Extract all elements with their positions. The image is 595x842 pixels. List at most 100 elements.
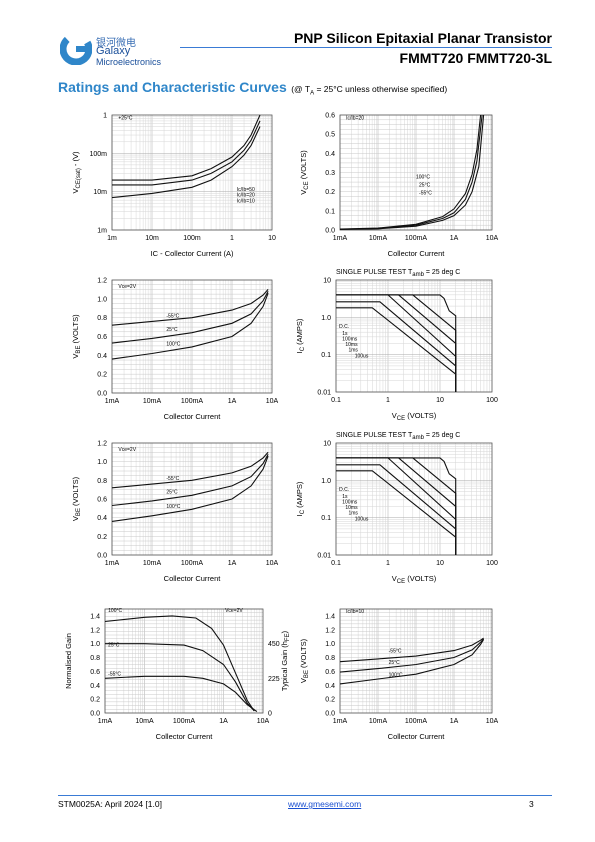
y2-tick-label: 450 — [268, 641, 280, 648]
x-tick-label: 1mA — [105, 560, 120, 567]
y-tick-label: 0.2 — [90, 697, 100, 704]
y-tick-label: 0.6 — [325, 113, 335, 120]
y-tick-label: 0.1 — [321, 352, 331, 359]
chart-annotation: 100ms — [342, 499, 358, 505]
x-tick-label: 100m — [183, 235, 201, 242]
chart-annotation: D.C. — [339, 487, 349, 493]
y-tick-label: 10 — [323, 441, 331, 448]
y-tick-label: 0.8 — [97, 478, 107, 485]
x-tick-label: 100mA — [181, 560, 204, 567]
x-tick-label: 1A — [450, 718, 459, 725]
y-tick-label: 1.0 — [97, 296, 107, 303]
y-axis-label: IC (AMPS) — [295, 481, 306, 516]
series-line — [111, 126, 261, 199]
y-tick-label: 1.2 — [97, 441, 107, 448]
series-line — [339, 114, 482, 230]
x-tick-label: 100mA — [181, 398, 204, 405]
y-tick-label: 1.0 — [321, 315, 331, 322]
chart-annotation: 100ms — [342, 336, 358, 342]
series-line — [104, 675, 258, 713]
chart-annotation: 25°C — [108, 642, 120, 648]
series-line — [336, 294, 457, 392]
series-line — [111, 453, 269, 507]
y-tick-label: 0.4 — [97, 353, 107, 360]
x-axis-label: Collector Current — [164, 412, 222, 421]
chart-annotation: -55°C — [166, 313, 179, 319]
brand-subname: Microelectronics — [96, 57, 162, 67]
y-tick-label: 1.4 — [90, 613, 100, 620]
y-axis-label: VBE (VOLTS) — [71, 476, 82, 521]
x-axis-label: Collector Current — [388, 732, 446, 741]
section-title: Ratings and Characteristic Curves — [58, 79, 287, 95]
y-axis-label: VCE (VOLTS) — [299, 150, 310, 195]
grid-lines — [339, 608, 492, 714]
chart-annotation: Ic/Ib=20 — [237, 193, 255, 199]
galaxy-g-logo-icon — [60, 33, 92, 65]
y-tick-label: 0.2 — [97, 372, 107, 379]
chart-annotation: 1ms — [348, 348, 358, 354]
series-line — [104, 615, 255, 712]
grid-lines — [335, 443, 492, 556]
chart-annotation: 100°C — [166, 342, 180, 348]
x-axis-label: Collector Current — [388, 249, 446, 258]
y-tick-label: 0.8 — [90, 655, 100, 662]
y-tick-label: 0.8 — [97, 315, 107, 322]
chart-annotation: D.C. — [339, 324, 349, 330]
chart-annotation: 25°C — [166, 489, 178, 495]
section-condition-note: (@ TA = 25°C unless otherwise specified) — [291, 84, 448, 97]
gain-vs-ic-chart: 1mA 10mA 100mA 1A 10A 0.0 0.2 0.4 0.6 0.8 1.0 1.2 1.… — [64, 608, 291, 741]
vbe-vs-ic-2-chart: 1mA 10mA 100mA 1A 10A 0.0 0.2 0.4 0.6 0.8 1.0 1.2 VB… — [71, 441, 279, 584]
part-numbers: FMMT720 FMMT720-3L — [399, 50, 552, 66]
y-tick-label: 0.2 — [97, 534, 107, 541]
chart-title: SINGLE PULSE TEST Tamb = 25 deg C — [336, 432, 460, 441]
series-line — [339, 639, 485, 685]
x-tick-label: 10m — [145, 235, 159, 242]
series-line — [339, 638, 485, 673]
grid-lines — [339, 114, 492, 231]
y-tick-label: 0.0 — [325, 228, 335, 235]
y-tick-label: 0.3 — [325, 170, 335, 177]
chart-annotation: 25°C — [419, 182, 431, 188]
series-line — [111, 293, 269, 360]
footer-website-link[interactable]: www.gmesemi.com — [288, 799, 362, 809]
x-axis-label: Collector Current — [164, 574, 222, 583]
chart-annotation: 1ms — [348, 511, 358, 517]
footer-document-id: STM0025A: April 2024 [1.0] — [58, 799, 162, 809]
x-tick-label: 1mA — [333, 235, 348, 242]
chart-annotation: 10ms — [345, 342, 358, 348]
y-tick-label: 1 — [103, 113, 107, 120]
brand-name-chinese: 银河微电 — [96, 38, 136, 49]
x-tick-label: 1 — [386, 560, 390, 567]
series-line — [111, 291, 269, 344]
x-tick-label: 10 — [268, 235, 276, 242]
chart-annotation: 25°C — [166, 327, 178, 333]
y-tick-label: 0.0 — [97, 391, 107, 398]
x-tick-label: 10 — [436, 397, 444, 404]
x-tick-label: 1A — [228, 560, 237, 567]
x-tick-label: 10A — [266, 398, 279, 405]
x-tick-label: 100mA — [405, 235, 428, 242]
grid-lines — [335, 280, 492, 393]
x-tick-label: 1A — [228, 398, 237, 405]
y-tick-label: 1.4 — [325, 613, 335, 620]
y-tick-label: 0.4 — [325, 683, 335, 690]
y2-tick-label: 225 — [268, 676, 280, 683]
y-tick-label: 0.6 — [325, 669, 335, 676]
footer-divider — [58, 795, 552, 796]
grid-lines — [104, 608, 263, 714]
chart-annotation: Vce=2V — [118, 447, 136, 453]
series-line — [339, 114, 483, 230]
y-tick-label: 0.0 — [97, 553, 107, 560]
series-line — [339, 114, 485, 230]
vce-sat-vs-ic-chart: 1m 10m 100m 1 10 1m 10m 100m 1 VCE(sat) - (V) IC -… — [71, 113, 276, 259]
x-tick-label: 1A — [450, 235, 459, 242]
chart-title: SINGLE PULSE TEST Tamb = 25 deg C — [336, 269, 460, 278]
y-tick-label: 0.2 — [325, 697, 335, 704]
y-tick-label: 1.0 — [97, 459, 107, 466]
x-tick-label: 10mA — [135, 718, 154, 725]
chart-annotation: +25°C — [118, 116, 132, 122]
vbe-vs-ic-1-chart: 1mA 10mA 100mA 1A 10A 0.0 0.2 0.4 0.6 0.8 1.0 1.2 VB… — [71, 278, 279, 422]
x-tick-label: 100 — [486, 560, 498, 567]
